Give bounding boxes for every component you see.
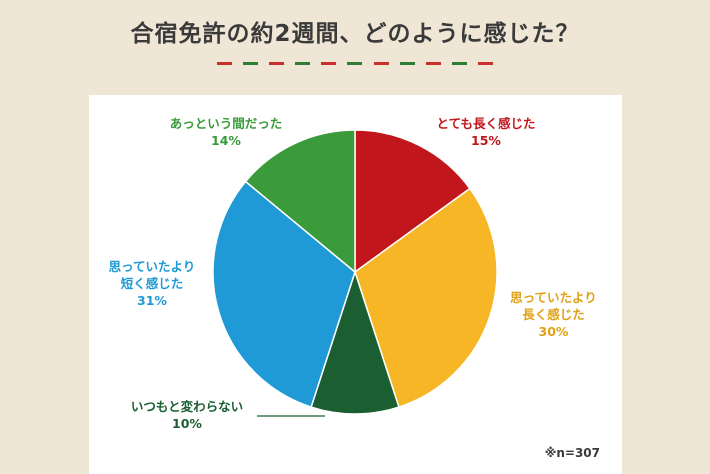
slice-label-0: とても長く感じた 15%: [411, 115, 561, 149]
slice-category: 短く感じた: [120, 276, 184, 291]
divider-dash: [477, 62, 493, 65]
slice-category: 思っていたより: [510, 290, 597, 305]
pie-slice-3: [212, 180, 356, 408]
pie-slice-0: [354, 129, 471, 274]
pie-slice-1: [354, 187, 498, 408]
divider-dash: [399, 62, 415, 65]
pie-slice-4: [244, 129, 356, 274]
divider-dash: [451, 62, 467, 65]
divider-dash: [295, 62, 311, 65]
slice-category: とても長く感じた: [436, 116, 536, 131]
page-title: 合宿免許の約2週間、どのように感じた？: [130, 21, 580, 47]
divider-dash: [217, 62, 232, 65]
divider-dash: [321, 62, 337, 65]
title-divider: [217, 62, 493, 66]
slice-value: 15%: [471, 133, 501, 148]
pie-chart: [212, 129, 498, 417]
divider-dash: [243, 62, 259, 65]
slice-value: 14%: [211, 133, 241, 148]
slice-value: 30%: [538, 324, 569, 339]
divider-dash: [347, 62, 363, 65]
slice-category: 思っていたより: [108, 259, 196, 274]
slice-value: 31%: [137, 293, 167, 308]
divider-dash: [269, 62, 285, 65]
slice-label-1: 思っていたより 長く感じた 30%: [491, 289, 616, 340]
chart-card: とても長く感じた 15% 思っていたより 長く感じた 30% いつもと変わらない…: [89, 95, 622, 474]
slice-category: 長く感じた: [522, 307, 585, 322]
divider-dash: [425, 62, 441, 65]
slice-value: 10%: [172, 416, 202, 431]
slice-label-3: 思っていたより 短く感じた 31%: [97, 258, 207, 309]
divider-dash: [373, 62, 389, 65]
slice-label-2: いつもと変わらない 10%: [117, 398, 257, 432]
sample-size-note: ※n=307: [544, 446, 600, 460]
pie-slice-2: [310, 269, 400, 415]
slice-category: あっという間だった: [169, 116, 283, 131]
slice-label-4: あっという間だった 14%: [151, 115, 301, 149]
slice-category: いつもと変わらない: [130, 399, 244, 414]
